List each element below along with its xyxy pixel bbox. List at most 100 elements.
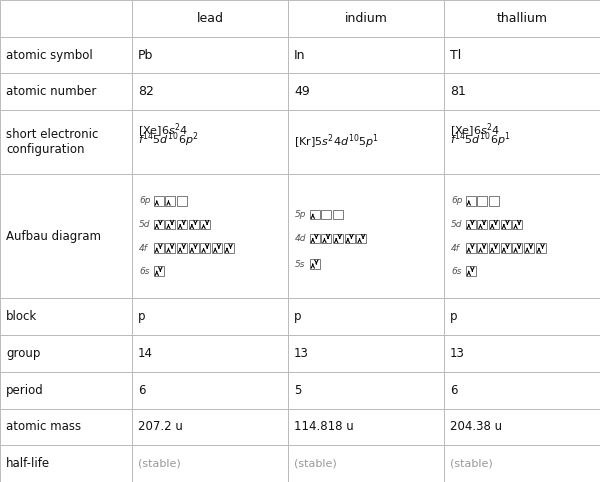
Bar — [512, 220, 522, 229]
Bar — [132, 335, 288, 372]
Text: atomic symbol: atomic symbol — [6, 49, 93, 62]
Text: block: block — [6, 310, 37, 323]
Bar — [310, 259, 320, 269]
Bar — [288, 445, 444, 482]
Bar — [200, 243, 211, 253]
Text: 114.818 u: 114.818 u — [294, 420, 354, 433]
Bar — [200, 220, 211, 229]
Bar — [288, 174, 444, 298]
Bar — [288, 110, 444, 174]
Text: (stable): (stable) — [450, 459, 493, 469]
Bar — [166, 220, 175, 229]
Text: Tl: Tl — [450, 49, 461, 62]
Bar — [288, 372, 444, 409]
Text: p: p — [294, 310, 302, 323]
Bar — [444, 335, 600, 372]
Bar — [444, 298, 600, 335]
Bar — [489, 243, 499, 253]
Text: 5: 5 — [294, 384, 301, 397]
Bar — [444, 372, 600, 409]
Bar — [212, 243, 222, 253]
Text: atomic number: atomic number — [6, 85, 97, 98]
Text: 5s: 5s — [295, 259, 306, 268]
Bar — [489, 196, 499, 206]
Bar — [310, 234, 320, 243]
Text: [Xe]6$s^2$4: [Xe]6$s^2$4 — [450, 122, 500, 140]
Bar — [0, 174, 132, 298]
Bar — [154, 243, 163, 253]
Bar — [132, 73, 288, 110]
Bar — [288, 73, 444, 110]
Text: 207.2 u: 207.2 u — [138, 420, 183, 433]
Bar — [500, 220, 511, 229]
Text: p: p — [450, 310, 458, 323]
Bar — [224, 243, 234, 253]
Bar — [0, 298, 132, 335]
Text: 4f: 4f — [139, 244, 148, 253]
Bar — [288, 335, 444, 372]
Bar — [0, 335, 132, 372]
Bar — [0, 372, 132, 409]
Bar — [288, 298, 444, 335]
Bar — [188, 243, 199, 253]
Bar — [512, 243, 522, 253]
Text: indium: indium — [344, 12, 388, 25]
Text: 4f: 4f — [451, 244, 460, 253]
Text: 5p: 5p — [295, 210, 307, 219]
Bar — [188, 220, 199, 229]
Text: half-life: half-life — [6, 457, 50, 470]
Bar — [466, 243, 476, 253]
Bar — [444, 37, 600, 73]
Text: 6: 6 — [450, 384, 458, 397]
Text: thallium: thallium — [497, 12, 548, 25]
Bar — [0, 37, 132, 73]
Bar — [132, 372, 288, 409]
Text: short electronic
configuration: short electronic configuration — [6, 128, 98, 156]
Text: 5d: 5d — [451, 220, 463, 229]
Bar — [466, 196, 476, 206]
Bar — [536, 243, 546, 253]
Text: (stable): (stable) — [138, 459, 181, 469]
Text: 81: 81 — [450, 85, 466, 98]
Bar — [154, 220, 163, 229]
Bar — [444, 445, 600, 482]
Text: 13: 13 — [450, 347, 465, 360]
Bar — [478, 220, 487, 229]
Text: In: In — [294, 49, 305, 62]
Text: $f^{14}$5$d^{10}$6$p^2$: $f^{14}$5$d^{10}$6$p^2$ — [138, 131, 199, 149]
Bar — [489, 220, 499, 229]
Bar — [177, 243, 187, 253]
Text: atomic mass: atomic mass — [6, 420, 81, 433]
Bar — [524, 243, 534, 253]
Bar — [154, 267, 163, 276]
Text: 6p: 6p — [139, 197, 151, 205]
Bar — [344, 234, 355, 243]
Bar — [444, 174, 600, 298]
Text: 6p: 6p — [451, 197, 463, 205]
Bar — [310, 210, 320, 219]
Bar — [288, 409, 444, 445]
Bar — [166, 196, 175, 206]
Bar — [444, 73, 600, 110]
Bar — [177, 196, 187, 206]
Text: p: p — [138, 310, 146, 323]
Bar — [154, 196, 163, 206]
Text: 82: 82 — [138, 85, 154, 98]
Bar — [132, 110, 288, 174]
Bar — [444, 110, 600, 174]
Bar — [466, 267, 476, 276]
Text: Pb: Pb — [138, 49, 154, 62]
Bar — [0, 409, 132, 445]
Text: (stable): (stable) — [294, 459, 337, 469]
Text: lead: lead — [197, 12, 223, 25]
Bar — [0, 0, 132, 37]
Bar — [0, 73, 132, 110]
Bar — [322, 234, 331, 243]
Text: $f^{14}$5$d^{10}$6$p^1$: $f^{14}$5$d^{10}$6$p^1$ — [450, 131, 511, 149]
Bar — [466, 220, 476, 229]
Text: 13: 13 — [294, 347, 309, 360]
Bar — [0, 110, 132, 174]
Text: 14: 14 — [138, 347, 153, 360]
Text: group: group — [6, 347, 40, 360]
Bar — [132, 445, 288, 482]
